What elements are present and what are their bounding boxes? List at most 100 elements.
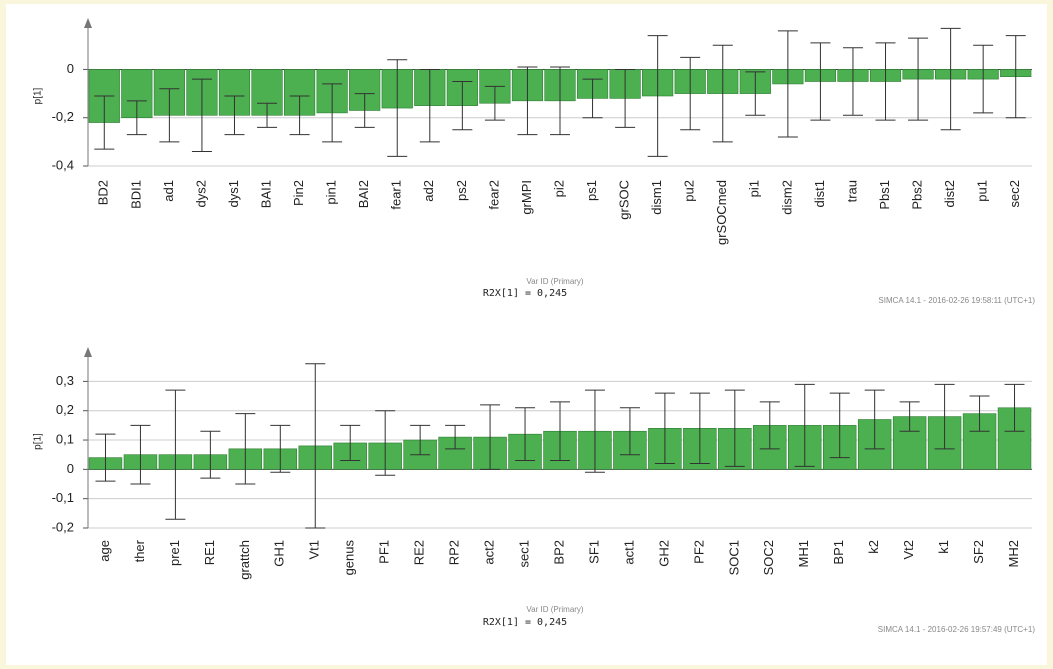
- x-tick-label: BP2: [551, 540, 566, 565]
- error-bar: [550, 401, 570, 462]
- error-bar: [191, 78, 212, 153]
- annotation: R2X[1] = 0,245: [483, 288, 567, 299]
- error-bar: [322, 83, 343, 143]
- x-tick-label: act1: [621, 540, 636, 565]
- error-bar: [777, 30, 798, 138]
- x-tick-label: fear2: [486, 180, 501, 210]
- x-tick-label: k2: [866, 540, 881, 554]
- x-tick-label: SOC2: [761, 540, 776, 575]
- error-bar: [829, 392, 850, 459]
- error-bar: [875, 42, 896, 121]
- error-bar: [654, 392, 675, 464]
- x-tick-label: pin1: [324, 180, 339, 205]
- x-tick-label: dism1: [649, 180, 664, 215]
- error-bar: [619, 407, 640, 456]
- x-tick-label: BAI1: [258, 180, 273, 208]
- x-tick-label: grattch: [237, 540, 252, 580]
- error-bar: [452, 81, 473, 131]
- x-tick-label: genus: [342, 540, 357, 576]
- x-tick-label: BD2: [96, 180, 111, 205]
- x-tick-label: ad1: [161, 180, 176, 202]
- footer: SIMCA 14.1 - 2016-02-26 19:58:11 (UTC+1): [878, 296, 1035, 305]
- x-tick-label: RP2: [447, 540, 462, 565]
- x-axis-label: Var ID (Primary): [526, 277, 584, 286]
- x-tick-label: dist2: [942, 180, 957, 207]
- x-tick-label: Pbs1: [877, 180, 892, 210]
- x-tick-label: fear1: [389, 180, 404, 210]
- error-bar: [200, 430, 221, 479]
- axis-arrow: [84, 347, 92, 357]
- error-bar: [689, 392, 710, 464]
- y-tick-label: -0,1: [52, 490, 74, 505]
- error-bar: [445, 424, 466, 450]
- error-bar: [410, 424, 431, 456]
- error-bar: [480, 404, 501, 470]
- error-bar: [517, 66, 538, 136]
- error-bar: [375, 410, 396, 476]
- error-bar: [484, 85, 505, 121]
- x-tick-label: Pbs2: [910, 180, 925, 210]
- footer: SIMCA 14.1 - 2016-02-26 19:57:49 (UTC+1): [878, 625, 1036, 634]
- x-tick-label: BP1: [831, 540, 846, 565]
- error-bar: [270, 424, 291, 473]
- x-tick-label: Vt2: [901, 540, 916, 560]
- x-tick-label: ps2: [454, 180, 469, 201]
- error-bar: [354, 93, 375, 128]
- x-tick-label: grMPI: [519, 180, 534, 215]
- x-tick-label: ad2: [421, 180, 436, 202]
- x-tick-label: pu1: [975, 180, 990, 202]
- x-tick-label: pu2: [682, 180, 697, 202]
- error-bar: [899, 401, 920, 432]
- error-bar: [1004, 383, 1025, 432]
- error-bar: [908, 37, 929, 121]
- x-tick-label: grSOC: [617, 180, 632, 220]
- error-bar: [340, 424, 361, 462]
- y-axis-label: p[1]: [33, 87, 44, 104]
- error-bar: [969, 395, 990, 432]
- x-tick-label: RE2: [412, 540, 427, 565]
- error-bar: [289, 95, 310, 136]
- y-tick-label: -0,4: [52, 157, 74, 172]
- error-bar: [95, 433, 116, 482]
- error-bar: [419, 68, 440, 143]
- error-bar: [94, 95, 115, 150]
- x-tick-label: SF1: [586, 540, 601, 564]
- error-bar: [515, 407, 536, 462]
- error-bar: [582, 78, 603, 119]
- error-bar: [940, 27, 961, 131]
- error-bar: [934, 383, 955, 450]
- error-bar: [305, 363, 326, 529]
- error-bar: [794, 383, 815, 467]
- x-axis-label: Var ID (Primary): [526, 605, 584, 614]
- error-bar: [745, 71, 766, 116]
- x-tick-label: RE1: [202, 540, 217, 565]
- x-tick-label: sec1: [516, 540, 531, 567]
- x-tick-label: trau: [844, 180, 859, 202]
- error-bar: [842, 47, 863, 116]
- x-tick-label: sec2: [1007, 180, 1022, 207]
- x-tick-label: k1: [936, 540, 951, 554]
- x-tick-label: MH1: [796, 540, 811, 567]
- error-bar: [1005, 35, 1026, 119]
- x-tick-label: SF2: [971, 540, 986, 564]
- error-bar: [810, 42, 831, 121]
- error-bar: [680, 56, 701, 131]
- y-tick-label: -0,2: [52, 109, 74, 124]
- error-bar: [712, 44, 733, 143]
- error-bar: [224, 95, 245, 136]
- error-bar: [159, 88, 180, 143]
- x-tick-label: Vt1: [307, 540, 322, 560]
- x-tick-label: GH1: [272, 540, 287, 567]
- x-tick-label: BDI1: [128, 180, 143, 209]
- y-tick-label: 0,2: [56, 402, 74, 417]
- x-tick-label: pi1: [747, 180, 762, 197]
- y-tick-label: 0: [67, 461, 74, 476]
- error-bar: [864, 389, 885, 450]
- x-tick-label: dys1: [226, 180, 241, 207]
- annotation: R2X[1] = 0,245: [483, 617, 567, 628]
- error-bar: [759, 401, 780, 450]
- y-tick-label: 0: [67, 61, 74, 76]
- x-tick-label: age: [97, 540, 112, 562]
- x-tick-label: ps1: [584, 180, 599, 201]
